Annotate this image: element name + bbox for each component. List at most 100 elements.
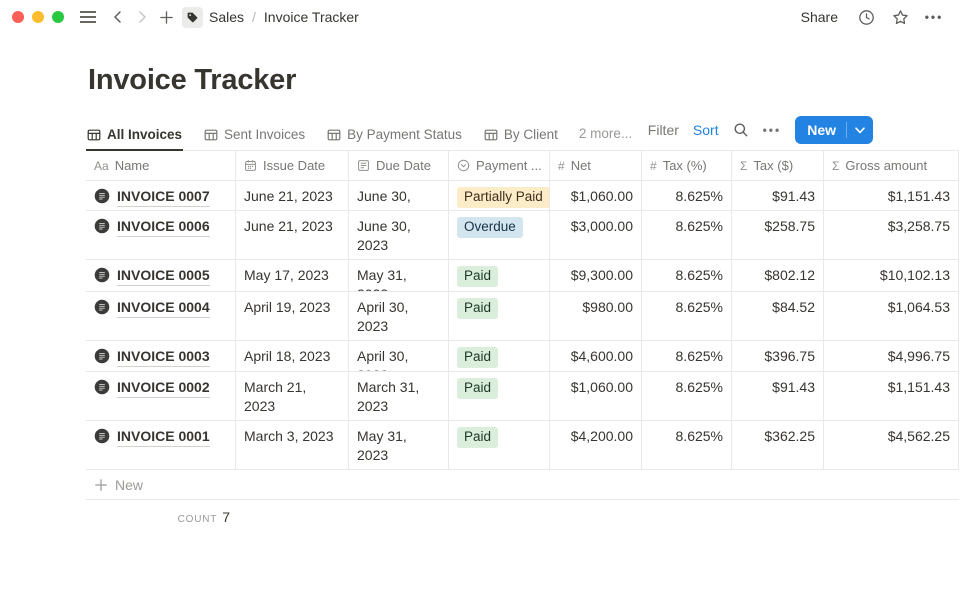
invoice-page-link[interactable]: INVOICE 0005	[117, 266, 210, 286]
cell-name[interactable]: INVOICE 0004	[86, 292, 236, 340]
sort-button[interactable]: Sort	[692, 122, 719, 138]
breadcrumb-workspace[interactable]: Sales	[209, 9, 245, 25]
filter-button[interactable]: Filter	[647, 122, 679, 138]
minimize-window-button[interactable]	[32, 11, 44, 23]
cell-tax_usd[interactable]: $362.25	[732, 421, 824, 469]
invoice-page-link[interactable]: INVOICE 0001	[117, 427, 210, 447]
tab-by-payment-status[interactable]: By Payment Status	[326, 122, 463, 151]
cell-net[interactable]: $1,060.00	[550, 372, 642, 420]
cell-due_date[interactable]: April 30, 2023	[349, 341, 449, 371]
column-header-gross[interactable]: Σ Gross amount	[824, 151, 959, 180]
cell-tax_usd[interactable]: $91.43	[732, 372, 824, 420]
back-icon[interactable]	[106, 5, 130, 29]
cell-net[interactable]: $9,300.00	[550, 260, 642, 291]
invoice-page-link[interactable]: INVOICE 0007	[117, 187, 210, 207]
column-header-name[interactable]: Aa Name	[86, 151, 236, 180]
column-header-net[interactable]: # Net	[550, 151, 642, 180]
column-header-due_date[interactable]: Due Date	[349, 151, 449, 180]
cell-tax_pct[interactable]: 8.625%	[642, 421, 732, 469]
cell-tax_usd[interactable]: $802.12	[732, 260, 824, 291]
cell-gross[interactable]: $1,151.43	[824, 181, 959, 210]
cell-gross[interactable]: $3,258.75	[824, 211, 959, 259]
cell-due_date[interactable]: May 31, 2023	[349, 260, 449, 291]
new-button[interactable]: New	[795, 116, 873, 144]
page-tag-icon[interactable]	[182, 6, 203, 28]
cell-payment[interactable]: Paid	[449, 260, 550, 291]
cell-tax_usd[interactable]: $91.43	[732, 181, 824, 210]
column-header-tax_pct[interactable]: # Tax (%)	[642, 151, 732, 180]
cell-tax_pct[interactable]: 8.625%	[642, 260, 732, 291]
cell-net[interactable]: $980.00	[550, 292, 642, 340]
cell-payment[interactable]: Paid	[449, 341, 550, 371]
view-more-options-icon[interactable]: •••	[762, 123, 782, 137]
zoom-window-button[interactable]	[52, 11, 64, 23]
history-clock-icon[interactable]	[854, 5, 878, 29]
sidebar-menu-icon[interactable]	[76, 5, 100, 29]
column-header-issue_date[interactable]: Issue Date	[236, 151, 349, 180]
cell-net[interactable]: $4,200.00	[550, 421, 642, 469]
cell-name[interactable]: INVOICE 0007	[86, 181, 236, 210]
cell-tax_usd[interactable]: $84.52	[732, 292, 824, 340]
favorite-star-icon[interactable]	[888, 5, 912, 29]
cell-due_date[interactable]: June 30, 2023	[349, 211, 449, 259]
search-icon[interactable]	[733, 122, 749, 138]
column-header-payment[interactable]: Payment ...	[449, 151, 550, 180]
invoice-page-link[interactable]: INVOICE 0003	[117, 347, 210, 367]
cell-due_date[interactable]: May 31, 2023	[349, 421, 449, 469]
forward-icon[interactable]	[130, 5, 154, 29]
cell-net[interactable]: $1,060.00	[550, 181, 642, 210]
cell-tax_usd[interactable]: $258.75	[732, 211, 824, 259]
tab-all-invoices[interactable]: All Invoices	[86, 122, 184, 151]
more-options-icon[interactable]: •••	[924, 10, 944, 24]
new-button-label[interactable]: New	[807, 122, 836, 138]
cell-gross[interactable]: $10,102.13	[824, 260, 959, 291]
cell-tax_pct[interactable]: 8.625%	[642, 292, 732, 340]
tab-sent-invoices[interactable]: Sent Invoices	[203, 122, 306, 151]
cell-name[interactable]: INVOICE 0006	[86, 211, 236, 259]
cell-net[interactable]: $4,600.00	[550, 341, 642, 371]
cell-due_date[interactable]: June 30, 2023	[349, 181, 449, 210]
cell-issue_date[interactable]: June 21, 2023	[236, 211, 349, 259]
cell-tax_pct[interactable]: 8.625%	[642, 372, 732, 420]
cell-gross[interactable]: $4,562.25	[824, 421, 959, 469]
cell-gross[interactable]: $1,064.53	[824, 292, 959, 340]
cell-issue_date[interactable]: March 3, 2023	[236, 421, 349, 469]
cell-net[interactable]: $3,000.00	[550, 211, 642, 259]
cell-payment[interactable]: Paid	[449, 292, 550, 340]
cell-tax_usd[interactable]: $396.75	[732, 341, 824, 371]
cell-tax_pct[interactable]: 8.625%	[642, 181, 732, 210]
share-button[interactable]: Share	[800, 9, 838, 25]
cell-due_date[interactable]: April 30, 2023	[349, 292, 449, 340]
cell-tax_pct[interactable]: 8.625%	[642, 341, 732, 371]
more-views-button[interactable]: 2 more...	[578, 126, 633, 141]
cell-issue_date[interactable]: April 18, 2023	[236, 341, 349, 371]
cell-issue_date[interactable]: June 21, 2023	[236, 181, 349, 210]
cell-payment[interactable]: Partially Paid	[449, 181, 550, 210]
invoice-page-link[interactable]: INVOICE 0004	[117, 298, 210, 318]
count-calculation[interactable]: COUNT 7	[86, 500, 236, 525]
breadcrumb-page[interactable]: Invoice Tracker	[263, 9, 359, 25]
cell-payment[interactable]: Overdue	[449, 211, 550, 259]
cell-name[interactable]: INVOICE 0005	[86, 260, 236, 291]
cell-name[interactable]: INVOICE 0002	[86, 372, 236, 420]
new-row-button[interactable]: New	[86, 470, 959, 500]
tab-by-client[interactable]: By Client	[483, 122, 559, 151]
cell-name[interactable]: INVOICE 0003	[86, 341, 236, 371]
cell-payment[interactable]: Paid	[449, 421, 550, 469]
cell-tax_pct[interactable]: 8.625%	[642, 211, 732, 259]
cell-issue_date[interactable]: March 21, 2023	[236, 372, 349, 420]
cell-due_date[interactable]: March 31, 2023	[349, 372, 449, 420]
invoice-page-link[interactable]: INVOICE 0002	[117, 378, 210, 398]
new-page-icon[interactable]	[154, 5, 178, 29]
column-header-tax_usd[interactable]: Σ Tax ($)	[732, 151, 824, 180]
cell-issue_date[interactable]: May 17, 2023	[236, 260, 349, 291]
close-window-button[interactable]	[12, 11, 24, 23]
cell-issue_date[interactable]: April 19, 2023	[236, 292, 349, 340]
chevron-down-icon[interactable]	[847, 116, 873, 144]
cell-payment[interactable]: Paid	[449, 372, 550, 420]
cell-gross[interactable]: $1,151.43	[824, 372, 959, 420]
cell-gross[interactable]: $4,996.75	[824, 341, 959, 371]
page-title[interactable]: Invoice Tracker	[88, 64, 297, 96]
invoice-page-link[interactable]: INVOICE 0006	[117, 217, 210, 237]
cell-name[interactable]: INVOICE 0001	[86, 421, 236, 469]
